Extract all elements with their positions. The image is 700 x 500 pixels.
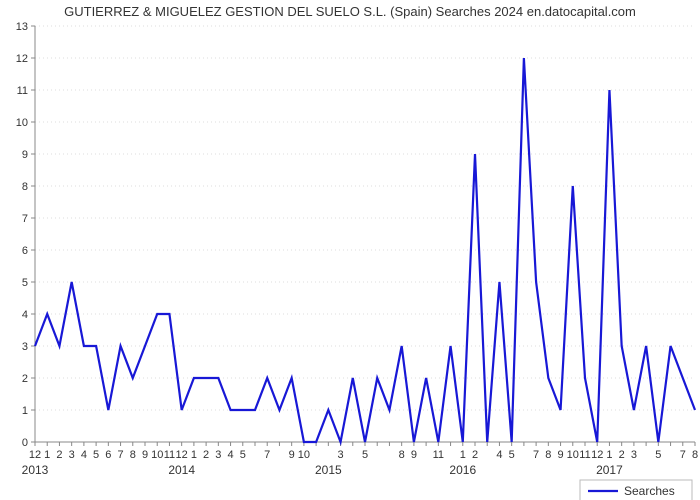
y-tick-label: 11 — [17, 85, 28, 97]
x-year-label: 2014 — [168, 463, 195, 477]
x-tick-label: 1 — [44, 449, 50, 461]
x-tick-label: 4 — [227, 449, 233, 461]
x-tick-label: 10 — [151, 449, 163, 461]
y-tick-label: 13 — [16, 21, 28, 33]
y-tick-label: 3 — [22, 341, 28, 353]
x-tick-label: 8 — [545, 449, 551, 461]
x-tick-label: 11 — [164, 449, 175, 461]
y-tick-label: 6 — [22, 245, 28, 257]
y-tick-label: 12 — [16, 53, 28, 65]
x-tick-label: 11 — [579, 449, 590, 461]
x-tick-label: 9 — [289, 449, 295, 461]
x-tick-label: 6 — [105, 449, 111, 461]
x-year-label: 2016 — [449, 463, 476, 477]
x-tick-label: 2 — [203, 449, 209, 461]
y-tick-label: 7 — [22, 213, 28, 225]
x-year-label: 2015 — [315, 463, 342, 477]
x-tick-label: 10 — [298, 449, 310, 461]
searches-line — [35, 58, 695, 442]
x-tick-label: 12 — [591, 449, 603, 461]
x-tick-label: 1 — [606, 449, 612, 461]
x-tick-label: 8 — [692, 449, 698, 461]
x-tick-label: 12 — [176, 449, 188, 461]
x-tick-label: 3 — [631, 449, 637, 461]
x-tick-label: 5 — [362, 449, 368, 461]
x-year-label: 2013 — [22, 463, 49, 477]
x-tick-label: 9 — [411, 449, 417, 461]
legend-label: Searches — [624, 484, 675, 498]
y-tick-label: 10 — [16, 117, 28, 129]
x-tick-label: 2 — [619, 449, 625, 461]
y-tick-label: 4 — [22, 309, 28, 321]
x-tick-label: 8 — [399, 449, 405, 461]
x-tick-label: 9 — [557, 449, 563, 461]
x-tick-label: 5 — [240, 449, 246, 461]
x-tick-label: 2 — [472, 449, 478, 461]
chart-svg: 0123456789101112131212345678910111212345… — [0, 0, 700, 500]
searches-line-chart: GUTIERREZ & MIGUELEZ GESTION DEL SUELO S… — [0, 0, 700, 500]
x-tick-label: 7 — [264, 449, 270, 461]
y-tick-label: 9 — [22, 149, 28, 161]
x-tick-label: 9 — [142, 449, 148, 461]
x-tick-label: 7 — [117, 449, 123, 461]
y-tick-label: 8 — [22, 181, 28, 193]
x-tick-label: 1 — [460, 449, 466, 461]
x-tick-label: 4 — [496, 449, 502, 461]
x-tick-label: 1 — [191, 449, 197, 461]
x-tick-label: 10 — [567, 449, 579, 461]
x-year-label: 2017 — [596, 463, 623, 477]
y-tick-label: 2 — [22, 373, 28, 385]
y-tick-label: 1 — [22, 405, 28, 417]
x-tick-label: 12 — [29, 449, 41, 461]
y-tick-label: 5 — [22, 277, 28, 289]
x-tick-label: 8 — [130, 449, 136, 461]
x-tick-label: 5 — [509, 449, 515, 461]
x-tick-label: 5 — [93, 449, 99, 461]
x-tick-label: 3 — [215, 449, 221, 461]
x-tick-label: 7 — [533, 449, 539, 461]
x-tick-label: 2 — [56, 449, 62, 461]
x-tick-label: 5 — [655, 449, 661, 461]
x-tick-label: 3 — [337, 449, 343, 461]
x-tick-label: 3 — [69, 449, 75, 461]
x-tick-label: 7 — [680, 449, 686, 461]
x-tick-label: 4 — [81, 449, 87, 461]
y-tick-label: 0 — [22, 437, 28, 449]
x-tick-label: 11 — [433, 449, 444, 461]
